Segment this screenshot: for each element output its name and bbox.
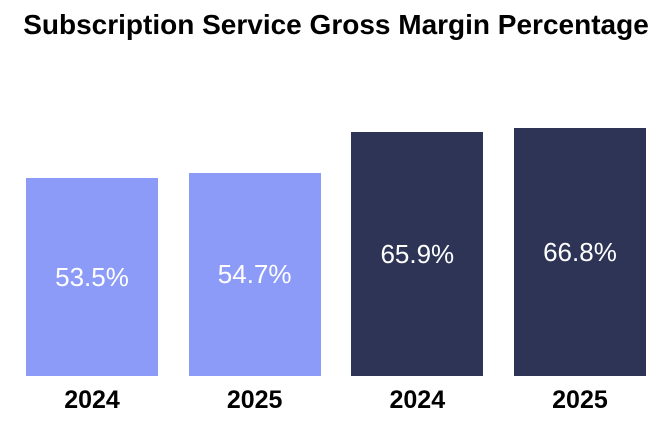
bar-2024-dark: 65.9% bbox=[351, 132, 484, 376]
bar-value-label: 65.9% bbox=[380, 238, 455, 269]
chart-title: Subscription Service Gross Margin Percen… bbox=[23, 9, 649, 40]
plot-area: 53.5% 54.7% 65.9% 66.8% bbox=[26, 0, 646, 376]
bar-2025-dark: 66.8% bbox=[513, 128, 646, 376]
bar-2025-light: 54.7% bbox=[188, 173, 321, 376]
x-tick-label: 2025 bbox=[552, 386, 608, 414]
x-tick-label: 2025 bbox=[226, 386, 283, 414]
bar-value-label: 53.5% bbox=[55, 261, 129, 292]
bar-value-label: 54.7% bbox=[217, 259, 292, 289]
bar-value-label: 66.8% bbox=[543, 236, 617, 267]
x-tick-label: 2024 bbox=[389, 386, 446, 414]
x-tick-label: 2024 bbox=[64, 386, 120, 414]
x-axis: 2024 2025 2024 2025 bbox=[26, 386, 646, 414]
bar-2024-light: 53.5% bbox=[26, 178, 158, 376]
